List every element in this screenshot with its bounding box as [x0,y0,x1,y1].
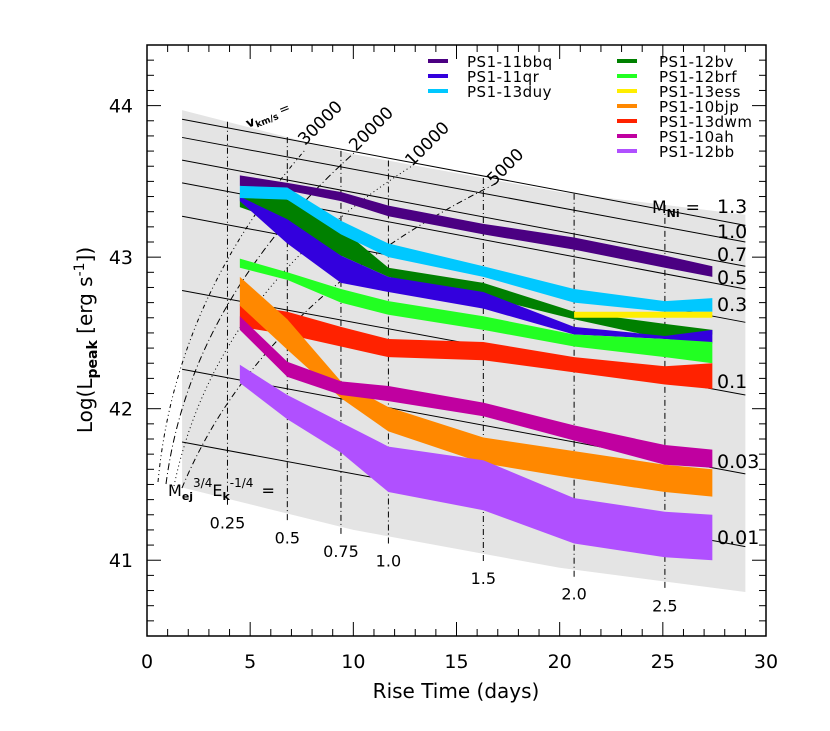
mni-line-label: 0.3 [717,294,747,316]
band-ps1-13ess [574,311,713,318]
x-tick-label: 15 [444,651,468,673]
mej-m: M [168,481,182,500]
legend-entry: PS1-12brf [659,68,737,86]
band-ps1-11bbq [239,175,713,277]
band-ps1-12brf [239,258,713,364]
vel-eq: = [277,100,293,118]
mej-line-label: 2.0 [561,585,586,604]
velocity-curve [181,183,496,489]
axes: 0 5 10 15 20 25 30 41 42 43 44 [109,44,778,673]
legend-entry: PS1-12bv [659,53,734,71]
legend-entry: PS1-13duy [467,83,552,101]
mni-sub: Ni [667,207,680,220]
mni-line-label: 0.03 [717,451,759,473]
x-tick-label: 5 [244,651,256,673]
legend-entry: PS1-12bb [659,143,735,161]
series-bands [239,175,713,561]
legend-entry: PS1-11qr [467,68,540,86]
mej-line-label: 1.5 [471,569,496,588]
mni-line-label: 1.0 [717,221,747,243]
x-tick-label: 0 [141,651,153,673]
legend-entry: PS1-11bbq [467,53,553,71]
legend-entry: PS1-10bjp [659,98,739,116]
mni-line [181,159,746,267]
x-tick-label: 30 [754,651,778,673]
mej-line-label: 0.25 [210,514,246,533]
mej-label: Mej3/4Ek-1/4 = [168,476,275,503]
mej-line-label: 2.5 [652,597,677,616]
mni-line-label: 0.7 [717,244,747,266]
mni-line-label: 1.3 [717,196,747,218]
mni-line-label: 0.5 [717,267,747,289]
mni-line [181,136,746,243]
mej-msup: 3/4 [193,476,212,490]
legend-entry: PS1-13dwm [659,113,753,131]
mni-line-label: 0.1 [717,371,747,393]
x-tick-label: 10 [341,651,365,673]
y-axis-label: Log(Lpeak [erg s-1]) [72,247,101,433]
legend-entry: PS1-10ah [659,128,734,146]
y-tick-label: 43 [109,247,133,269]
band-ps1-13dwm [239,304,713,389]
band-ps1-11qr [239,196,713,344]
band-ps1-10ah [239,316,713,468]
x-axis-label: Rise Time (days) [373,679,540,703]
mni-line-label: 0.01 [717,527,759,549]
y-tick-label: 44 [109,96,133,118]
y-tick-label: 42 [109,399,133,421]
mej-line-label: 0.5 [275,529,300,548]
velocity-axis-label: vkm/s= [244,100,293,133]
mej-line-label: 1.0 [376,551,401,570]
x-tick-label: 25 [651,651,675,673]
mni-m: M [652,198,667,218]
mej-e: E [212,481,222,500]
velocity-label: 20000 [345,103,397,155]
velocity-label: 30000 [294,97,346,149]
mej-line-label: 0.75 [323,542,359,561]
velocity-label: 10000 [401,118,453,170]
mej-esub: k [222,490,230,503]
mni-eq: = [686,198,700,218]
legend-entry: PS1-13ess [659,83,741,101]
vel-sub: km/s [254,112,280,130]
mni-line [181,118,746,226]
y-tick-label: 41 [109,550,133,572]
mej-esup: -1/4 [230,476,254,490]
mni-label-prefix: MNi = [652,198,700,220]
band-ps1-13duy [239,185,713,312]
band-ps1-12bb [239,364,713,561]
x-tick-label: 20 [548,651,572,673]
mej-msub: ej [182,490,193,503]
legend: PS1-11bbqPS1-11qrPS1-13duyPS1-12bvPS1-12… [428,53,753,161]
mej-eq: = [261,481,274,500]
band-ps1-12bv [239,193,713,339]
